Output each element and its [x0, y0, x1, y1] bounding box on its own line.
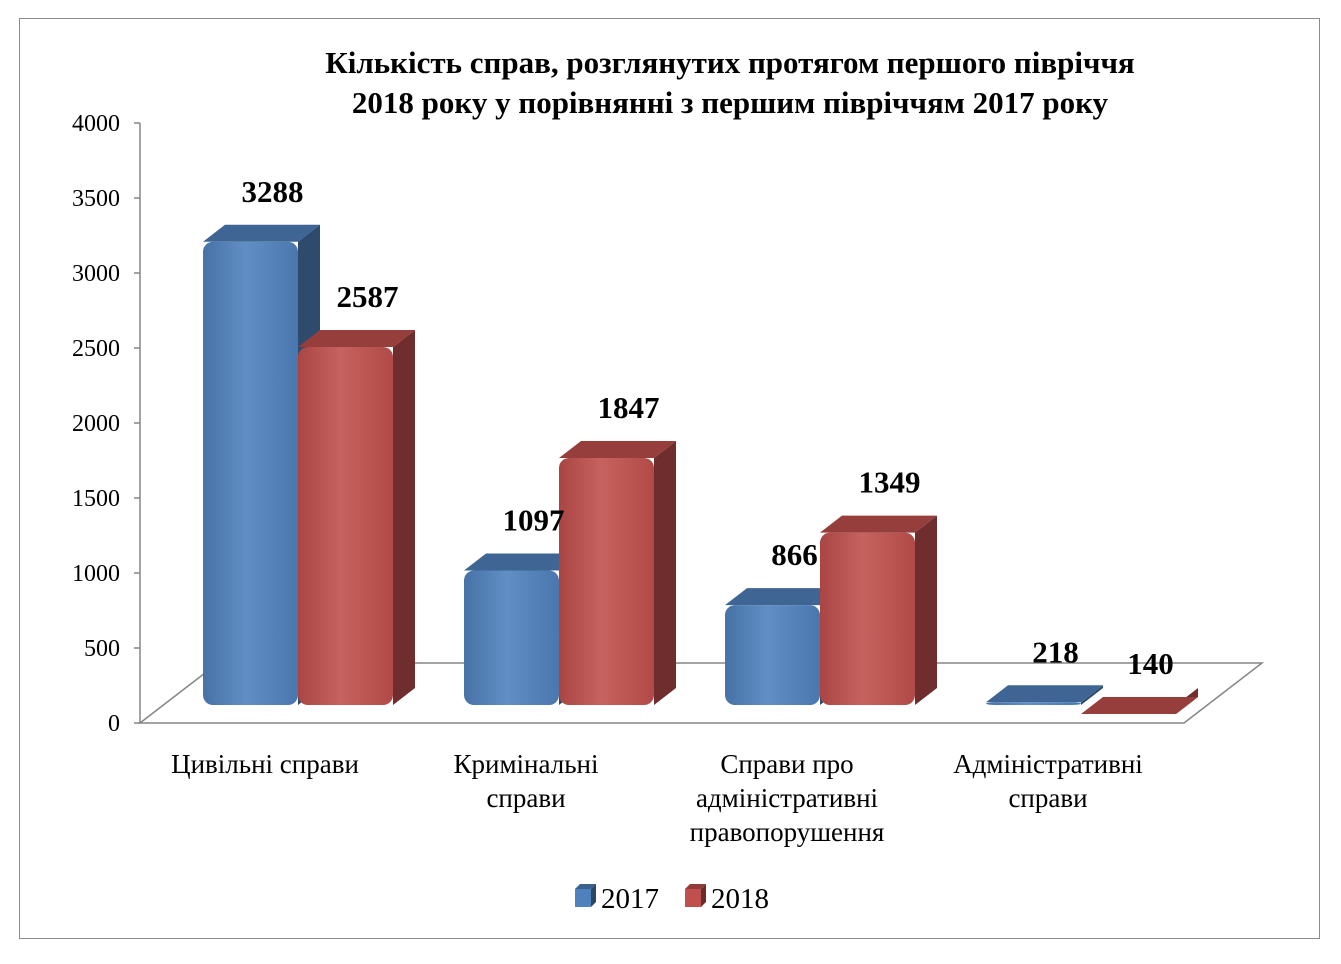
data-label: 2587 — [337, 279, 399, 314]
data-label: 866 — [771, 537, 818, 572]
data-label: 1097 — [503, 502, 565, 537]
y-tick-label: 4000 — [72, 111, 120, 137]
bar-top-face — [820, 515, 937, 533]
bar-top-face — [1081, 697, 1198, 714]
bar-top-face — [464, 553, 581, 571]
y-tick-label: 2500 — [72, 336, 120, 362]
x-category-label: Кримінальні справи — [454, 749, 599, 813]
bar-top-face — [986, 685, 1103, 703]
bar-2018-3 — [1081, 688, 1198, 714]
chart-floor — [137, 662, 1265, 724]
chart-title-line: 2018 року у порівнянні з першим півріччя… — [352, 85, 1109, 120]
bars — [203, 224, 1198, 714]
bar-side-face — [654, 440, 676, 705]
bar-front-face — [298, 346, 393, 705]
legend-swatch-2017 — [575, 884, 596, 907]
bar-top-face — [559, 440, 676, 458]
bar-front-face — [203, 241, 298, 706]
data-labels: 3288 2587 1097 1847 866 1349 218 140 — [242, 174, 1174, 681]
chart-floor-plane — [137, 662, 1265, 724]
bar-top-face — [725, 588, 842, 606]
data-label: 140 — [1127, 646, 1174, 681]
bar-front-face — [559, 457, 654, 705]
bar-2018-0 — [298, 329, 415, 705]
bar-side-face — [1081, 685, 1103, 705]
y-tick-label: 3000 — [72, 261, 120, 287]
x-category-label: Цивільні справи — [171, 749, 359, 779]
y-tick-label: 500 — [84, 636, 120, 662]
bar-side-face — [393, 329, 415, 705]
legend-label: 2017 — [601, 883, 659, 915]
legend-label: 2018 — [711, 883, 769, 915]
bar-front-face — [725, 605, 820, 705]
data-label: 1349 — [859, 465, 921, 500]
x-category-label: Адміністративні справи — [953, 749, 1143, 813]
bar-side-face — [915, 515, 937, 705]
y-tick-label: 3500 — [72, 186, 120, 212]
legend: 2017 2018 — [575, 883, 769, 915]
data-label: 218 — [1032, 634, 1079, 669]
y-tick-label: 1500 — [72, 486, 120, 512]
x-category-label: Справи про адміністративні правопорушення — [690, 749, 885, 847]
chart-title-line: Кількість справ, розглянутих протягом пе… — [325, 45, 1134, 80]
bar-front-face — [820, 532, 915, 705]
data-label: 1847 — [598, 390, 660, 425]
bar-front-face — [464, 570, 559, 705]
bar-2018-2 — [820, 515, 937, 705]
bar-2017-3 — [986, 685, 1103, 705]
bar-top-face — [203, 224, 320, 242]
bar-2018-1 — [559, 440, 676, 705]
x-axis-categories: Цивільні справи Кримінальні справи Справи п… — [171, 749, 1143, 847]
y-tick-label: 0 — [108, 711, 120, 737]
bar-front-face — [986, 702, 1081, 705]
data-label: 3288 — [242, 174, 304, 209]
y-tick-label: 2000 — [72, 411, 120, 437]
y-tick-label: 1000 — [72, 561, 120, 587]
chart-title: Кількість справ, розглянутих протягом пе… — [325, 45, 1134, 120]
legend-swatch-2018 — [685, 884, 706, 907]
bar-top-face — [298, 329, 415, 347]
y-axis: 0 500 1000 1500 2000 2500 3000 3500 4000 — [72, 111, 141, 737]
